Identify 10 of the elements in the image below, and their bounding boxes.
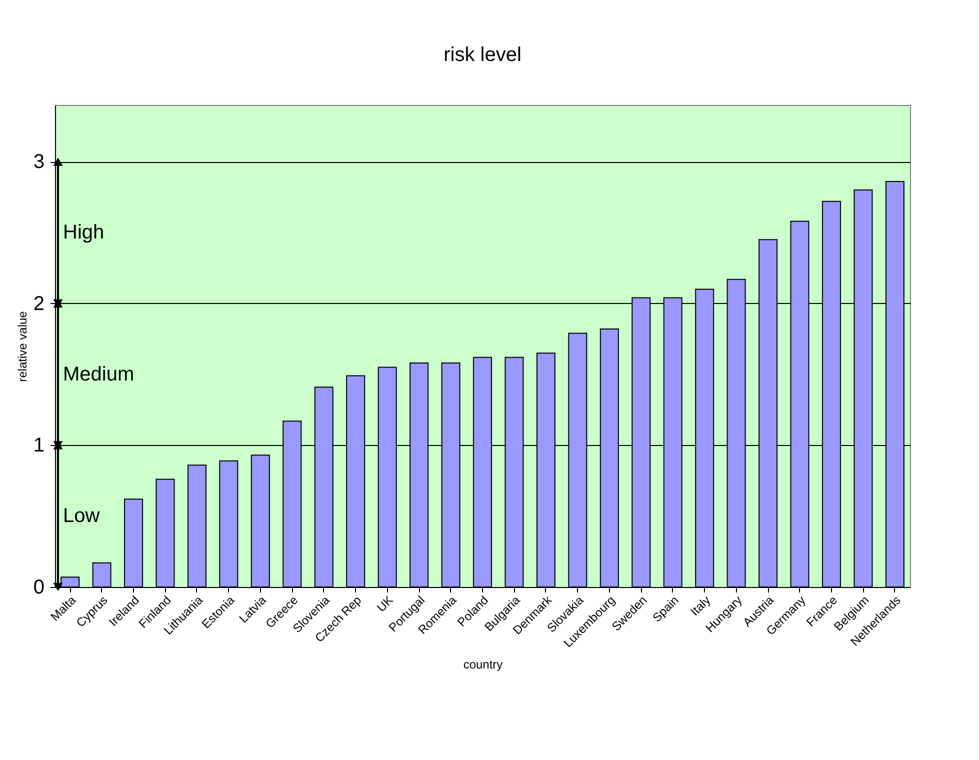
annotation: Medium — [63, 363, 134, 386]
annotation: High — [63, 222, 104, 244]
y-tick-label: 2 — [33, 292, 44, 315]
y-axis-title: relative value — [15, 310, 30, 382]
y-tick-label: 3 — [33, 151, 44, 174]
y-tick-label: 0 — [33, 576, 44, 598]
x-axis-title: country — [463, 657, 503, 672]
chart-title: risk level — [444, 44, 522, 66]
annotation: Low — [63, 505, 100, 528]
y-tick-label: 1 — [33, 434, 44, 457]
